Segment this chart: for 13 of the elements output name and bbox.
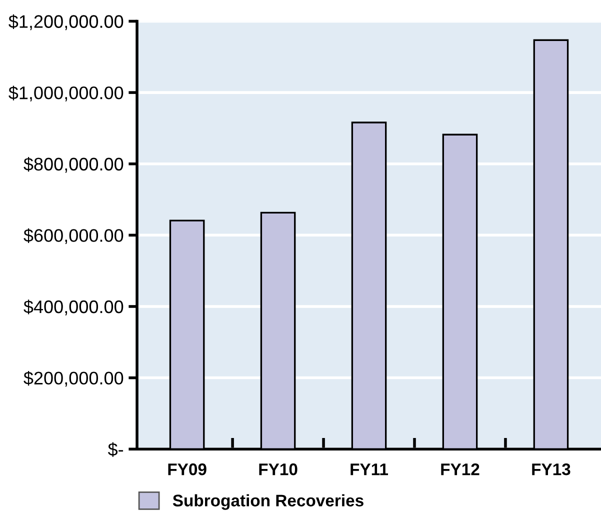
y-tick-label: $- [108, 442, 124, 457]
x-tick-label: FY12 [441, 463, 480, 476]
y-tick-label: $200,000.00 [24, 370, 124, 387]
x-tick-label: FY11 [350, 464, 388, 476]
y-tick-label: $1,000,000.00 [8, 86, 124, 102]
y-tick-label: $600,000.00 [24, 228, 124, 244]
legend-label: Subrogation Recoveries [172, 494, 364, 510]
y-tick-label: $800,000.00 [24, 157, 124, 173]
y-tick-label: $400,000.00 [24, 300, 124, 316]
x-tick-label: FY10 [259, 463, 298, 476]
x-tick-label: FY09 [168, 463, 206, 476]
y-tick-label: $1,200,000.00 [8, 14, 124, 30]
x-tick-label: FY13 [532, 463, 570, 476]
